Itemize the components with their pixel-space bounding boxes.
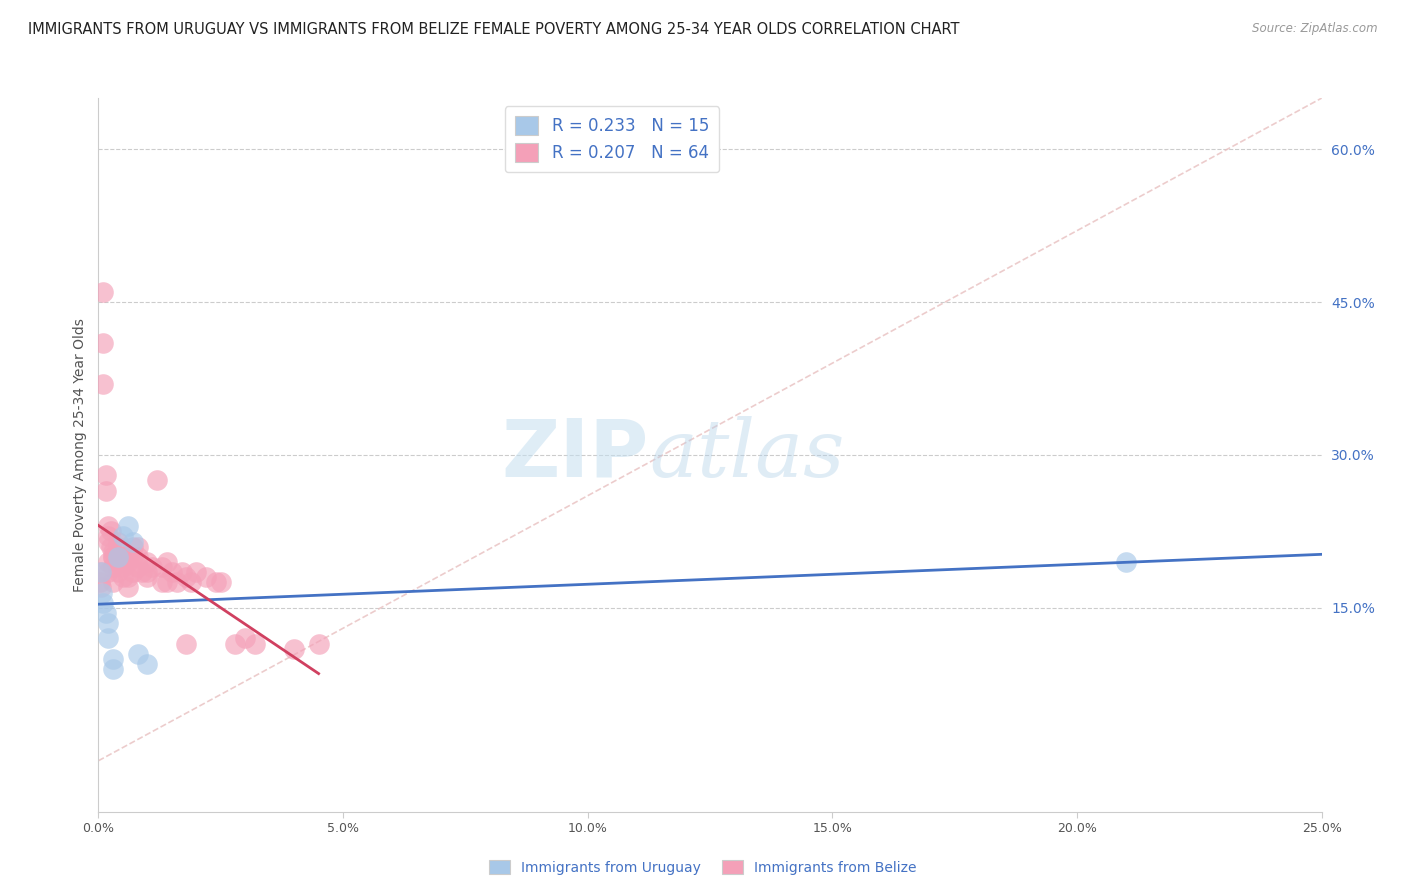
Point (107, 549, 129, 564)
Point (111, 560, 134, 574)
Point (121, 549, 143, 564)
Point (111, 570, 134, 584)
Text: atlas: atlas (650, 417, 844, 493)
Point (150, 560, 173, 574)
Point (111, 549, 134, 564)
Point (91, 335, 114, 350)
Point (111, 549, 134, 564)
Point (160, 565, 183, 579)
Point (107, 540, 129, 554)
Point (97, 529, 120, 543)
Point (111, 529, 134, 543)
Point (127, 540, 149, 554)
Point (90, 581, 112, 595)
Point (156, 555, 179, 569)
Point (94, 468, 117, 483)
Point (156, 575, 179, 590)
Point (101, 545, 124, 559)
Point (233, 632, 256, 646)
Point (100, 524, 122, 539)
Point (107, 565, 129, 579)
Point (170, 565, 193, 579)
Point (101, 662, 124, 676)
Point (224, 636, 246, 650)
Legend: Immigrants from Uruguay, Immigrants from Belize: Immigrants from Uruguay, Immigrants from… (484, 855, 922, 880)
Point (283, 641, 305, 656)
Point (117, 570, 139, 584)
Point (107, 534, 129, 549)
Point (127, 549, 149, 564)
Point (97, 616, 120, 631)
Point (90, 565, 112, 579)
Point (136, 657, 159, 671)
Point (209, 575, 232, 590)
Point (107, 555, 129, 569)
Point (1115, 555, 1137, 569)
Point (121, 540, 143, 554)
Point (150, 575, 173, 590)
Point (205, 575, 228, 590)
Point (117, 555, 139, 569)
Point (131, 565, 153, 579)
Point (121, 534, 143, 549)
Point (100, 540, 122, 554)
Point (186, 565, 208, 579)
Point (97, 555, 120, 569)
Point (91, 596, 114, 610)
Point (97, 534, 120, 549)
Point (121, 565, 143, 579)
Point (141, 560, 163, 574)
Text: ZIP: ZIP (502, 416, 650, 494)
Point (243, 636, 266, 650)
Point (195, 570, 218, 584)
Point (180, 575, 202, 590)
Point (91, 585, 114, 599)
Text: Source: ZipAtlas.com: Source: ZipAtlas.com (1253, 22, 1378, 36)
Point (101, 560, 124, 574)
Point (97, 632, 120, 646)
Point (117, 549, 139, 564)
Point (97, 565, 120, 579)
Point (94, 483, 117, 498)
Legend: R = 0.233   N = 15, R = 0.207   N = 64: R = 0.233 N = 15, R = 0.207 N = 64 (505, 106, 720, 172)
Point (101, 652, 124, 666)
Point (136, 570, 159, 584)
Point (89, 575, 111, 590)
Point (94, 606, 117, 620)
Point (136, 555, 159, 569)
Point (117, 519, 139, 533)
Point (146, 474, 169, 488)
Point (97, 519, 120, 533)
Point (166, 575, 188, 590)
Text: IMMIGRANTS FROM URUGUAY VS IMMIGRANTS FROM BELIZE FEMALE POVERTY AMONG 25-34 YEA: IMMIGRANTS FROM URUGUAY VS IMMIGRANTS FR… (28, 22, 960, 37)
Point (176, 570, 198, 584)
Point (117, 581, 139, 595)
Point (176, 636, 198, 650)
Point (101, 575, 124, 590)
Point (136, 565, 159, 579)
Y-axis label: Female Poverty Among 25-34 Year Olds: Female Poverty Among 25-34 Year Olds (73, 318, 87, 592)
Point (308, 636, 330, 650)
Point (127, 560, 149, 574)
Point (90, 565, 112, 579)
Point (111, 549, 134, 564)
Point (91, 285, 114, 299)
Point (101, 549, 124, 564)
Point (101, 549, 124, 564)
Point (91, 376, 114, 391)
Point (127, 647, 149, 661)
